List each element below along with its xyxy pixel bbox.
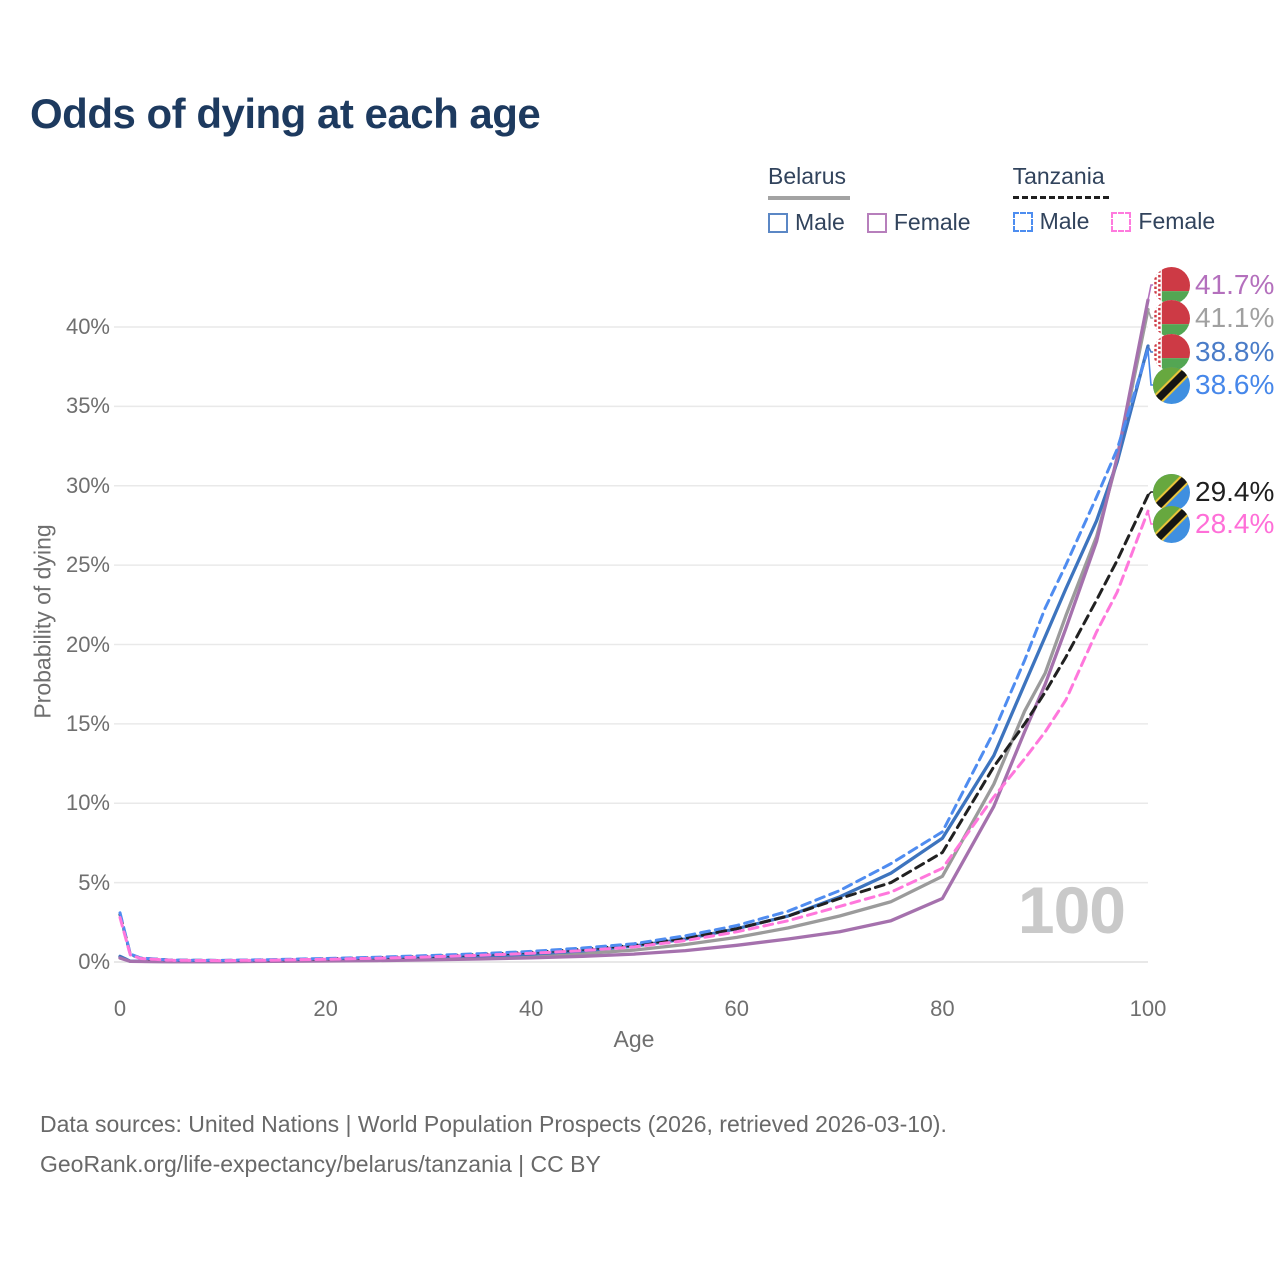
legend: Belarus Male Female Tanzania Male Female (768, 163, 1215, 236)
x-tick-label: 60 (724, 996, 750, 1021)
legend-item-label: Female (893, 209, 971, 235)
x-tick-label: 0 (113, 996, 127, 1021)
legend-item-belarus-female[interactable]: Female (866, 209, 971, 236)
x-tick-label: 40 (518, 996, 544, 1021)
end-label-value: 41.1% (1195, 302, 1275, 333)
legend-item-label: Male (1039, 208, 1090, 234)
legend-checkbox-icon[interactable] (866, 212, 887, 233)
x-axis-title: Age (613, 1026, 655, 1052)
legend-checkbox-icon[interactable] (1111, 211, 1132, 232)
belarus-flag-icon (1153, 266, 1190, 304)
end-label-value: 38.6% (1195, 369, 1275, 400)
legend-country-tanzania: Tanzania (1012, 163, 1109, 199)
y-tick-label: 20% (65, 631, 110, 657)
y-tick-label: 10% (65, 790, 110, 816)
y-axis-title: Probability of dying (29, 524, 56, 719)
end-label-tanzania: 29.4% (1153, 473, 1274, 511)
belarus-flag-icon (1153, 299, 1190, 337)
legend-group-tanzania: Tanzania Male Female (1012, 163, 1215, 236)
legend-item-label: Male (795, 209, 845, 235)
y-tick-label: 35% (65, 393, 110, 419)
end-label-belarus-male: 38.8% (1153, 333, 1274, 371)
age-watermark: 100 (1017, 873, 1126, 947)
end-label-value: 29.4% (1195, 476, 1275, 507)
page-title: Odds of dying at each age (30, 90, 541, 137)
legend-items-belarus: Male Female (768, 209, 971, 236)
tanzania-flag-icon (1153, 366, 1190, 404)
legend-group-belarus: Belarus Male Female (768, 163, 971, 236)
y-tick-label: 0% (78, 949, 110, 974)
y-tick-label: 25% (65, 552, 110, 578)
legend-item-belarus-male[interactable]: Male (768, 209, 845, 236)
belarus-flag-icon (1153, 333, 1190, 371)
legend-country-belarus: Belarus (768, 163, 850, 200)
footer-data-sources: Data sources: United Nations | World Pop… (40, 1111, 947, 1137)
legend-item-label: Female (1138, 208, 1216, 234)
y-tick-label: 40% (65, 314, 110, 339)
end-label-belarus: 41.1% (1153, 299, 1274, 337)
series-line-belarus (118, 307, 1150, 964)
tanzania-flag-icon (1153, 473, 1190, 511)
end-label-value: 38.8% (1195, 336, 1275, 367)
end-label-value: 41.7% (1195, 269, 1275, 300)
end-label-tanzania-male: 38.6% (1153, 366, 1274, 404)
legend-item-tanzania-female[interactable]: Female (1111, 208, 1215, 235)
series-line-belarus-female (118, 298, 1150, 964)
legend-items-tanzania: Male Female (1012, 208, 1215, 235)
series-line-tanzania-male (118, 347, 1150, 962)
tanzania-flag-icon (1153, 505, 1190, 543)
x-tick-label: 100 (1129, 996, 1167, 1021)
footer: Data sources: United Nations | World Pop… (40, 1104, 947, 1184)
x-tick-label: 80 (930, 996, 955, 1021)
legend-checkbox-icon[interactable] (1012, 211, 1033, 232)
footer-attribution: GeoRank.org/life-expectancy/belarus/tanz… (40, 1151, 601, 1177)
y-tick-label: 15% (65, 710, 110, 736)
y-tick-label: 5% (78, 869, 110, 895)
legend-checkbox-icon[interactable] (768, 212, 788, 233)
series-line-belarus-male (118, 344, 1150, 964)
legend-item-tanzania-male[interactable]: Male (1012, 208, 1090, 235)
end-label-tanzania-female: 28.4% (1153, 505, 1274, 543)
x-tick-label: 20 (313, 996, 338, 1021)
end-label-value: 28.4% (1195, 508, 1275, 539)
y-tick-label: 30% (65, 472, 110, 498)
end-label-belarus-female: 41.7% (1153, 266, 1274, 304)
